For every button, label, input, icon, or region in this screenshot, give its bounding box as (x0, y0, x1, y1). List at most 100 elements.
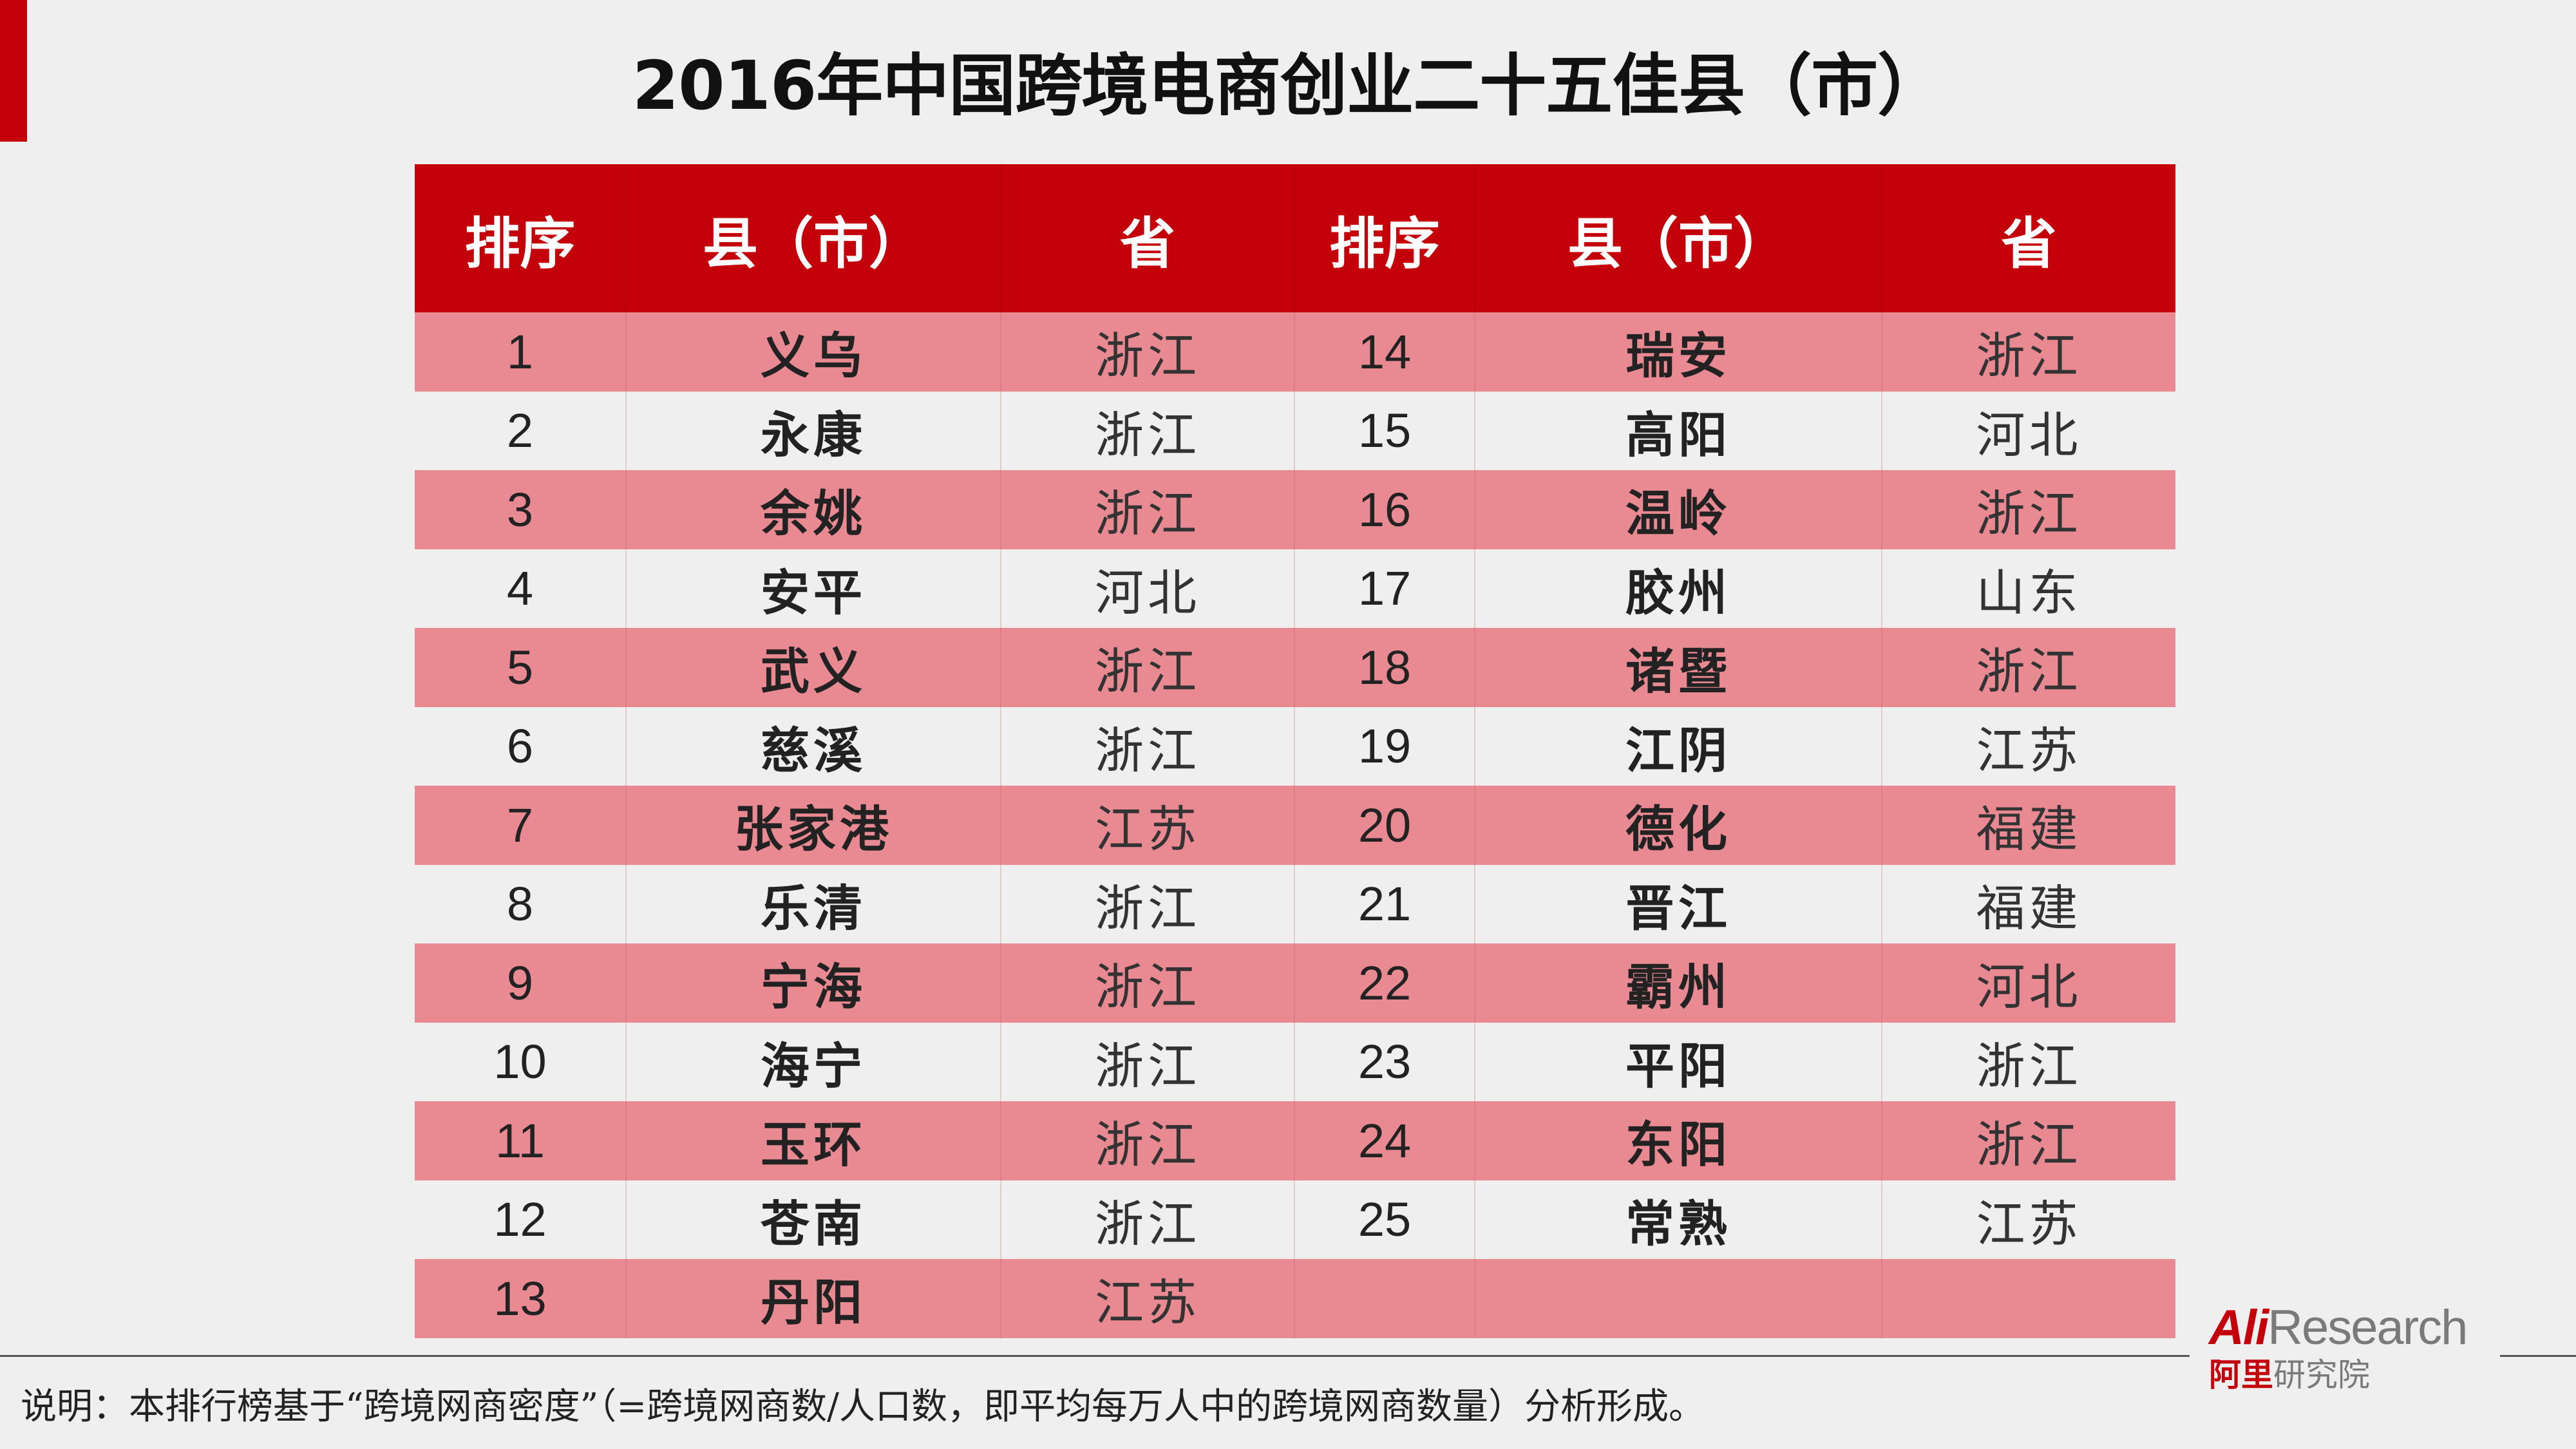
table-row: 8 乐清 浙江 21 晋江 福建 (415, 864, 2175, 943)
logo-ali-text: Ali (2209, 1300, 2269, 1355)
county-cell: 胶州 (1475, 549, 1882, 628)
header-province-right: 省 (1882, 164, 2175, 312)
province-cell: 浙江 (1882, 628, 2175, 707)
header-province-left: 省 (1001, 164, 1295, 312)
table-row: 5 武义 浙江 18 诸暨 浙江 (415, 628, 2175, 707)
footnote: 说明：本排行榜基于“跨境网商密度”（=跨境网商数/人口数，即平均每万人中的跨境网… (21, 1386, 1705, 1428)
province-cell: 浙江 (1882, 312, 2175, 392)
county-cell: 永康 (626, 391, 1001, 470)
province-cell: 浙江 (1001, 391, 1295, 470)
rank-cell: 13 (415, 1259, 627, 1338)
rank-cell: 8 (415, 864, 627, 943)
rank-cell: 10 (415, 1022, 627, 1101)
header-rank-right: 排序 (1294, 164, 1475, 312)
county-cell: 温岭 (1475, 470, 1882, 549)
county-cell: 晋江 (1475, 864, 1882, 943)
footer-divider-right (2500, 1355, 2576, 1357)
rank-cell: 16 (1294, 470, 1475, 549)
county-cell: 平阳 (1475, 1022, 1882, 1101)
county-cell: 义乌 (626, 312, 1001, 392)
logo-cn-grey-text: 研究院 (2273, 1356, 2370, 1394)
rank-cell: 14 (1294, 312, 1475, 392)
province-cell: 浙江 (1001, 706, 1295, 786)
province-cell: 浙江 (1001, 864, 1295, 943)
table-row: 12 苍南 浙江 25 常熟 江苏 (415, 1180, 2175, 1259)
province-cell: 福建 (1882, 864, 2175, 943)
rank-cell: 22 (1294, 943, 1475, 1023)
county-cell: 张家港 (626, 786, 1001, 865)
county-cell: 诸暨 (1475, 628, 1882, 707)
county-cell: 江阴 (1475, 706, 1882, 786)
table-header-row: 排序 县（市） 省 排序 县（市） 省 (415, 164, 2175, 312)
rank-cell: 15 (1294, 391, 1475, 470)
county-cell: 苍南 (626, 1180, 1001, 1259)
aliresearch-logo: AliResearch 阿里研究院 (2209, 1300, 2492, 1393)
county-cell: 慈溪 (626, 706, 1001, 786)
table-row: 4 安平 河北 17 胶州 山东 (415, 549, 2175, 628)
table-row: 11 玉环 浙江 24 东阳 浙江 (415, 1101, 2175, 1180)
accent-bar (0, 0, 27, 142)
province-cell: 河北 (1001, 549, 1295, 628)
county-cell: 霸州 (1475, 943, 1882, 1023)
table-row: 10 海宁 浙江 23 平阳 浙江 (415, 1022, 2175, 1101)
province-cell: 浙江 (1001, 470, 1295, 549)
page-title: 2016年中国跨境电商创业二十五佳县（市） (632, 46, 1944, 125)
rank-cell: 3 (415, 470, 627, 549)
county-cell: 宁海 (626, 943, 1001, 1023)
header-county-right: 县（市） (1475, 164, 1882, 312)
county-cell: 海宁 (626, 1022, 1001, 1101)
province-cell: 江苏 (1001, 1259, 1295, 1338)
logo-chinese: 阿里研究院 (2209, 1358, 2370, 1392)
table-body: 1 义乌 浙江 14 瑞安 浙江 2 永康 浙江 15 高阳 河北 3 余姚 浙江 16 温岭 浙江 4 安平 河北 17… (415, 312, 2175, 1338)
province-cell: 河北 (1882, 943, 2175, 1023)
table-row: 9 宁海 浙江 22 霸州 河北 (415, 943, 2175, 1023)
rank-cell: 6 (415, 706, 627, 786)
logo-wordmark: AliResearch (2209, 1300, 2468, 1355)
table-row: 2 永康 浙江 15 高阳 河北 (415, 391, 2175, 470)
rank-cell: 23 (1294, 1022, 1475, 1101)
county-cell: 余姚 (626, 470, 1001, 549)
rank-cell: 18 (1294, 628, 1475, 707)
county-cell: 丹阳 (626, 1259, 1001, 1338)
rank-cell: 21 (1294, 864, 1475, 943)
county-cell (1475, 1259, 1882, 1338)
county-cell: 常熟 (1475, 1180, 1882, 1259)
rank-cell: 25 (1294, 1180, 1475, 1259)
province-cell: 浙江 (1001, 1022, 1295, 1101)
rank-cell: 9 (415, 943, 627, 1023)
county-cell: 瑞安 (1475, 312, 1882, 392)
province-cell: 江苏 (1001, 786, 1295, 865)
table-row: 1 义乌 浙江 14 瑞安 浙江 (415, 312, 2175, 392)
rank-cell: 19 (1294, 706, 1475, 786)
ranking-table: 排序 县（市） 省 排序 县（市） 省 1 义乌 浙江 14 瑞安 浙江 2 永康 浙江 15 高阳… (415, 164, 2175, 1338)
county-cell: 德化 (1475, 786, 1882, 865)
county-cell: 玉环 (626, 1101, 1001, 1180)
province-cell: 浙江 (1882, 470, 2175, 549)
rank-cell: 7 (415, 786, 627, 865)
rank-cell: 5 (415, 628, 627, 707)
table-row: 3 余姚 浙江 16 温岭 浙江 (415, 470, 2175, 549)
province-cell: 江苏 (1882, 706, 2175, 786)
rank-cell: 1 (415, 312, 627, 392)
header-county-left: 县（市） (626, 164, 1001, 312)
county-cell: 高阳 (1475, 391, 1882, 470)
logo-research-text: Research (2268, 1300, 2468, 1355)
province-cell: 浙江 (1001, 1180, 1295, 1259)
rank-cell: 4 (415, 549, 627, 628)
header-rank-left: 排序 (415, 164, 627, 312)
province-cell: 福建 (1882, 786, 2175, 865)
province-cell: 浙江 (1001, 628, 1295, 707)
county-cell: 安平 (626, 549, 1001, 628)
rank-cell: 2 (415, 391, 627, 470)
province-cell: 河北 (1882, 391, 2175, 470)
county-cell: 乐清 (626, 864, 1001, 943)
province-cell: 山东 (1882, 549, 2175, 628)
province-cell: 浙江 (1001, 312, 1295, 392)
table-row: 13 丹阳 江苏 (415, 1259, 2175, 1338)
county-cell: 武义 (626, 628, 1001, 707)
province-cell: 浙江 (1882, 1101, 2175, 1180)
table-row: 6 慈溪 浙江 19 江阴 江苏 (415, 706, 2175, 786)
rank-cell: 12 (415, 1180, 627, 1259)
rank-cell: 11 (415, 1101, 627, 1180)
province-cell (1882, 1259, 2175, 1338)
